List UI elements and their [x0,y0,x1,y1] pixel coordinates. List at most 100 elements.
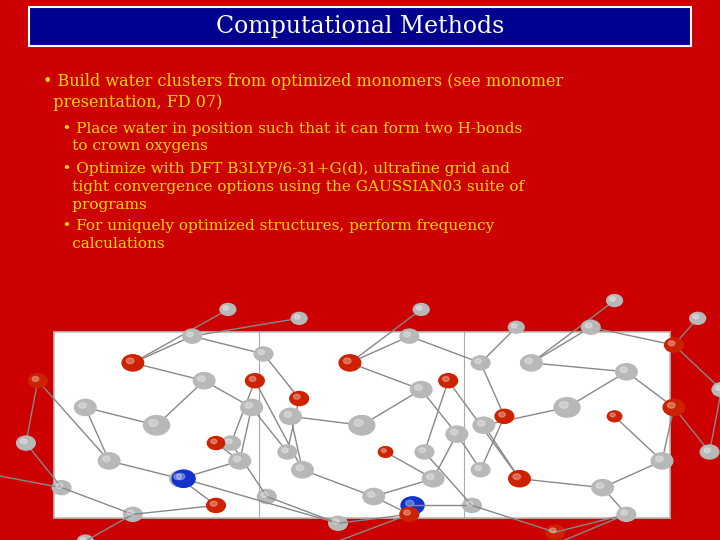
Circle shape [401,497,424,514]
Circle shape [611,413,615,417]
Circle shape [596,483,603,488]
Circle shape [462,498,481,512]
Circle shape [183,329,202,343]
Circle shape [186,332,193,337]
Circle shape [426,474,434,480]
Circle shape [172,470,195,487]
Circle shape [176,474,185,480]
Circle shape [220,303,235,315]
Circle shape [668,341,675,346]
Circle shape [257,489,276,503]
Circle shape [343,358,351,364]
Circle shape [495,409,513,423]
Circle shape [652,453,672,469]
Circle shape [607,411,622,422]
Circle shape [20,439,27,444]
Circle shape [174,474,181,480]
Circle shape [663,400,685,416]
Circle shape [475,465,482,470]
Circle shape [294,315,300,319]
Circle shape [211,439,217,444]
Circle shape [413,303,429,315]
Circle shape [258,350,264,355]
Circle shape [508,470,530,487]
Circle shape [415,384,422,390]
Circle shape [712,382,720,396]
Circle shape [559,402,568,408]
Circle shape [716,386,720,390]
Circle shape [222,436,240,450]
Circle shape [446,426,468,442]
Circle shape [249,376,256,381]
Circle shape [499,412,505,417]
Circle shape [704,448,711,453]
Circle shape [210,501,217,506]
Circle shape [17,436,35,450]
Circle shape [443,376,449,381]
Circle shape [81,537,86,540]
Circle shape [404,332,410,337]
Circle shape [123,508,142,522]
Circle shape [246,374,264,388]
Text: • Place water in position such that it can form two H-bonds
      to crown oxyge: • Place water in position such that it c… [43,122,523,153]
Circle shape [379,447,393,457]
Circle shape [606,294,622,306]
Circle shape [473,417,495,433]
Text: Computational Methods: Computational Methods [216,15,504,38]
Circle shape [143,416,169,435]
Circle shape [56,483,63,488]
Circle shape [197,376,205,381]
Circle shape [438,374,457,388]
Circle shape [415,445,433,459]
Circle shape [616,364,637,380]
Circle shape [620,367,627,373]
Circle shape [546,525,564,539]
Circle shape [665,338,683,352]
Circle shape [513,474,521,480]
Circle shape [382,449,387,453]
Circle shape [581,320,600,334]
Circle shape [451,429,458,435]
Circle shape [278,445,297,459]
Circle shape [294,394,300,399]
Circle shape [149,420,158,426]
Circle shape [225,439,232,444]
Circle shape [122,355,143,371]
Circle shape [102,456,110,462]
Circle shape [422,470,444,487]
Circle shape [549,528,556,533]
Circle shape [296,465,304,470]
Circle shape [617,508,636,522]
Circle shape [254,347,273,361]
Circle shape [471,463,490,477]
Circle shape [291,312,307,324]
Circle shape [585,323,592,328]
Circle shape [404,510,410,515]
Circle shape [28,374,47,388]
Circle shape [690,312,706,324]
Circle shape [223,306,229,310]
Circle shape [693,315,698,319]
Circle shape [98,453,120,469]
Circle shape [354,420,363,426]
Circle shape [74,400,96,416]
Circle shape [52,481,71,495]
Text: • For uniquely optimized structures, perform frequency
      calculations: • For uniquely optimized structures, per… [43,219,495,251]
Circle shape [410,381,432,397]
Circle shape [279,408,301,424]
Text: • Optimize with DFT B3LYP/6-31+G(d), ultrafine grid and
      tight convergence : • Optimize with DFT B3LYP/6-31+G(d), ult… [43,162,524,212]
Circle shape [77,535,94,540]
Circle shape [405,500,414,507]
Circle shape [169,470,191,487]
Circle shape [521,355,542,371]
Circle shape [554,397,580,417]
Circle shape [78,403,86,408]
Circle shape [229,453,251,469]
Bar [54,332,670,518]
Circle shape [400,508,419,522]
Circle shape [475,359,482,363]
Circle shape [233,456,240,462]
Circle shape [621,510,627,515]
Circle shape [467,501,473,506]
Circle shape [282,448,288,453]
